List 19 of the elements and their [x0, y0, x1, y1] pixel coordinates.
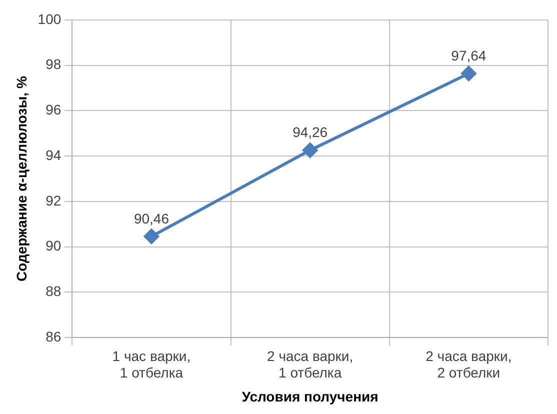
- y-tick-label: 90: [46, 238, 62, 254]
- point: [144, 228, 159, 244]
- y-axis-title: Содержание α-целлюлозы, %: [13, 76, 30, 282]
- y-tick-label: 96: [46, 102, 62, 118]
- y-tick-label: 88: [46, 283, 62, 300]
- x-tick-label: 1 час варки, 1 отбелка: [112, 348, 191, 381]
- y-tick-label: 92: [46, 192, 62, 208]
- x-tick-label: 2 часа варки, 1 отбелка: [267, 348, 354, 381]
- data-label: 90,46: [134, 210, 170, 226]
- point: [302, 142, 318, 158]
- point: [461, 66, 476, 82]
- y-tick-label: 86: [46, 328, 62, 344]
- x-tick-label: 2 часа варки, 2 отбелки: [426, 348, 512, 381]
- y-tick-label: 94: [46, 146, 62, 163]
- x-axis-title: Условия получения: [242, 388, 378, 404]
- y-tick-label: 98: [46, 56, 62, 72]
- data-label: 94,26: [292, 124, 328, 140]
- y-tick-label: 100: [38, 10, 62, 27]
- data-label: 97,64: [451, 47, 486, 64]
